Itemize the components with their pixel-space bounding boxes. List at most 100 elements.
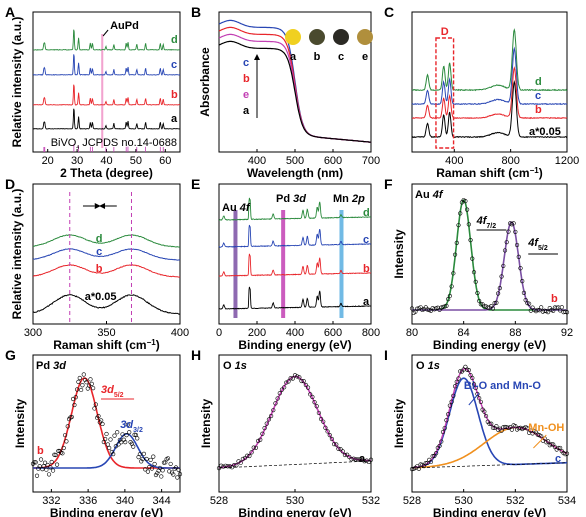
panel-letter: G (5, 347, 16, 363)
data-point (360, 456, 365, 461)
panel-letter: I (384, 347, 388, 363)
data-point (64, 439, 69, 444)
data-point (542, 308, 547, 313)
text-part: −1 (147, 338, 157, 347)
data-point (492, 300, 497, 306)
series-label-e: e (243, 89, 249, 101)
data-point (331, 442, 337, 447)
x-tick-label: 400 (248, 155, 266, 167)
data-point (449, 284, 454, 289)
data-point (513, 229, 518, 235)
data-point (336, 446, 341, 451)
plot-frame (32, 183, 181, 325)
data-point (444, 303, 449, 308)
data-point (494, 300, 499, 305)
data-point (452, 384, 458, 389)
data-point (160, 468, 165, 473)
data-point (558, 308, 563, 313)
data-point (275, 396, 280, 401)
text-part: O (223, 360, 235, 372)
x-tick-label: 60 (159, 155, 171, 167)
series-label-c: c (535, 90, 541, 102)
data-point (273, 401, 278, 406)
data-point (77, 375, 82, 381)
data-point (490, 306, 496, 311)
peak-label-3d32: 3d3/2 (120, 419, 143, 434)
series-b-line (412, 66, 568, 120)
x-axis-label: Raman shift (cm−1) (436, 166, 542, 181)
series-label-a: a (171, 113, 178, 125)
data-point (416, 466, 421, 471)
data-point (409, 306, 415, 311)
data-point (345, 452, 350, 457)
data-point (242, 455, 248, 461)
zoom-region-box (435, 37, 455, 149)
data-point (501, 263, 506, 269)
trend-arrow-head (254, 54, 260, 60)
color-swatch-c (333, 29, 349, 45)
data-point (545, 439, 551, 444)
data-point (117, 437, 122, 443)
x-axis-label: Binding energy (eV) (433, 338, 546, 352)
x-tick-label: 530 (454, 495, 472, 507)
background-baseline (411, 462, 568, 469)
x-tick-label: 350 (97, 327, 115, 339)
data-point (151, 454, 156, 459)
series-a-line (33, 108, 181, 130)
data-point (316, 410, 321, 416)
x-tick-label: 92 (561, 327, 573, 339)
data-point (116, 442, 121, 447)
swatch-label-b: b (314, 51, 321, 63)
data-point (349, 457, 354, 462)
data-point (81, 372, 86, 377)
data-point (564, 451, 570, 456)
au-4f-label: Au 4f (222, 202, 251, 214)
data-point (318, 416, 324, 422)
data-point (485, 305, 490, 310)
swatch-label-a: a (290, 51, 297, 63)
x-tick-label: 200 (248, 327, 266, 339)
data-point (564, 310, 570, 315)
data-point (100, 421, 105, 427)
x-axis-label: Binding energy (eV) (238, 338, 351, 352)
data-point (155, 471, 160, 476)
data-point (37, 464, 42, 469)
series-label-b: b (96, 263, 103, 275)
y-axis-label: Absorbance (198, 47, 212, 117)
x-tick-label: 30 (71, 155, 83, 167)
text-part: 4f (476, 215, 488, 227)
text-part: BiVO (51, 137, 77, 149)
data-point (497, 286, 502, 291)
data-point (266, 417, 272, 422)
data-point (80, 383, 85, 388)
core-level-label: Pd 3d (36, 360, 66, 372)
data-point (430, 454, 435, 459)
series-c-line (411, 46, 568, 106)
data-point (329, 436, 335, 442)
data-point (247, 453, 252, 459)
data-point (223, 463, 228, 468)
data-point (79, 387, 84, 393)
data-point (439, 439, 444, 444)
data-point (46, 472, 52, 477)
zoom-region-label: D (441, 26, 449, 38)
panel-D: D 300 350 400 dcb a*0.05 Raman shift (cm−1) Rel… (5, 176, 189, 352)
shift-arrow-left-head (99, 203, 106, 209)
data-point (454, 379, 459, 384)
series-label-d: d (363, 207, 370, 219)
data-point (227, 464, 232, 469)
data-point (121, 437, 126, 442)
data-point (36, 466, 41, 471)
data-point (518, 266, 523, 271)
data-point (277, 391, 282, 396)
data-point (292, 373, 298, 378)
color-swatch-e (357, 29, 373, 45)
series-label-c: c (363, 234, 369, 246)
data-point (44, 467, 49, 472)
series-b-line (218, 253, 372, 277)
data-point (99, 418, 104, 423)
data-point (271, 408, 276, 413)
color-swatch-b (309, 29, 325, 45)
data-point (96, 414, 101, 419)
